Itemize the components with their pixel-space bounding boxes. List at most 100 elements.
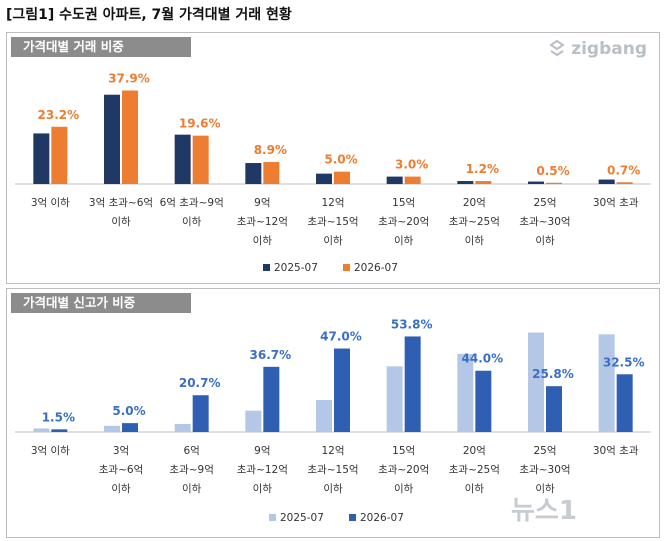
category-label: 12억 [321,197,344,209]
data-label: 0.7% [607,163,640,177]
data-label: 25.8% [532,367,574,381]
data-label: 1.5% [42,410,75,424]
legend-label: 2025-07 [274,262,318,274]
news1-watermark-logo: 뉴스1 [511,496,577,526]
category-label: 30억 초과 [593,197,639,209]
bar-2025-07-6 [457,181,474,184]
zigbang-logo: zigbang [547,39,647,59]
category-label: 30억 초과 [593,445,639,457]
data-label: 1.2% [466,162,499,176]
bar-2025-07-3 [245,163,262,184]
legend-label: 2025-07 [280,512,324,524]
data-label: 23.2% [38,108,80,122]
figure-title: [그림1] 수도권 아파트, 7월 가격대별 거래 현황 [6,7,292,23]
bar-2026-07-0 [51,126,68,184]
legend-swatch [263,264,270,271]
category-label: 초과~20억 [378,464,429,476]
bar-2026-07-5 [404,336,421,432]
bar-2025-07-6 [457,353,474,432]
bar-2026-07-3 [263,162,280,184]
category-label: 3억 이하 [31,444,70,457]
category-label: 이하 [394,482,414,495]
category-label: 25억 [533,197,556,209]
category-label: 초과~6억 [99,464,143,476]
category-label: 9억 [254,197,270,209]
data-label: 8.9% [254,143,287,157]
bar-2026-07-4 [334,171,350,184]
bar-2025-07-2 [174,134,191,184]
category-label: 25억 [533,445,556,457]
bar-2026-07-7 [546,386,562,432]
category-label: 3억 [113,445,129,457]
category-label: 이하 [323,482,343,495]
data-label: 47.0% [320,330,362,344]
category-label: 이하 [111,482,131,495]
watermark-text: 뉴스1 [511,496,577,526]
bar-2026-07-6 [475,181,492,184]
bar-2025-07-5 [386,366,403,432]
category-label: 이하 [323,234,343,247]
category-label: 초과~9억 [169,464,213,476]
bar-2025-07-8 [598,179,615,184]
bar-2025-07-0 [33,133,50,184]
bar-2025-07-5 [386,176,403,184]
category-label: 초과~12억 [237,464,288,476]
bar-2025-07-7 [528,181,544,184]
category-label: 이하 [253,234,273,247]
category-label: 20억 [463,197,486,209]
category-label: 20억 [463,445,486,457]
bar-2026-07-7 [546,182,562,184]
category-label: 초과~20억 [378,216,429,228]
zigbang-logo-icon [549,39,565,57]
bar-2026-07-0 [51,429,68,432]
legend-label: 2026-07 [354,262,398,274]
data-label: 32.5% [603,355,645,369]
logo-text: zigbang [571,39,647,59]
category-label: 15억 [392,197,415,209]
new-high-share-panel: 1.5% 3억 이하 5.0% 3억 초과~6억 이하 20.7% 6억 초과~9억 이하 36.7… [6,288,660,538]
bar-2026-07-8 [616,374,633,432]
category-label: 초과~30억 [519,216,570,228]
bar-2026-07-5 [404,176,421,184]
category-label: 이하 [465,482,485,495]
category-label: 이하 [535,482,555,495]
category-label: 이하 [182,215,202,228]
bar-2026-07-4 [334,348,350,432]
category-label: 9억 [254,445,270,457]
category-label: 12억 [321,445,344,457]
bar-2026-07-2 [192,135,209,184]
category-label: 이하 [182,482,202,495]
category-label: 3억 초과~6억 [89,197,153,209]
bar-2026-07-8 [616,182,633,184]
data-label: 19.6% [179,117,221,131]
bar-2025-07-4 [316,400,332,432]
category-label: 초과~25억 [449,216,500,228]
data-label: 36.7% [250,348,292,362]
data-label: 0.5% [536,164,569,178]
legend-swatch [269,514,276,521]
category-label: 이하 [394,234,414,247]
data-label: 3.0% [395,158,428,172]
category-label: 초과~30억 [519,464,570,476]
legend-label: 2026-07 [360,512,404,524]
category-label: 초과~12억 [237,216,288,228]
data-label: 5.0% [324,153,357,167]
transaction-share-panel: 23.2% 3억 이하 37.9% 3억 초과~6억 이하 19.6% 6억 초과~9억 이하… [6,32,660,284]
data-label: 44.0% [462,352,504,366]
category-label: 이하 [465,234,485,247]
category-label: 초과~15억 [307,216,358,228]
bar-2025-07-3 [245,410,262,432]
category-label: 이하 [535,234,555,247]
bar-2026-07-1 [122,423,138,432]
category-label: 6억 [183,445,199,457]
data-label: 53.8% [391,317,433,331]
panel-title: 가격대별 거래 비중 [11,37,191,57]
bar-2026-07-1 [122,90,138,184]
data-label: 37.9% [108,72,150,86]
category-label: 이하 [253,482,273,495]
data-label: 5.0% [112,404,145,418]
bar-2026-07-2 [192,395,209,432]
bar-2026-07-3 [263,366,280,432]
category-label: 이하 [111,215,131,228]
